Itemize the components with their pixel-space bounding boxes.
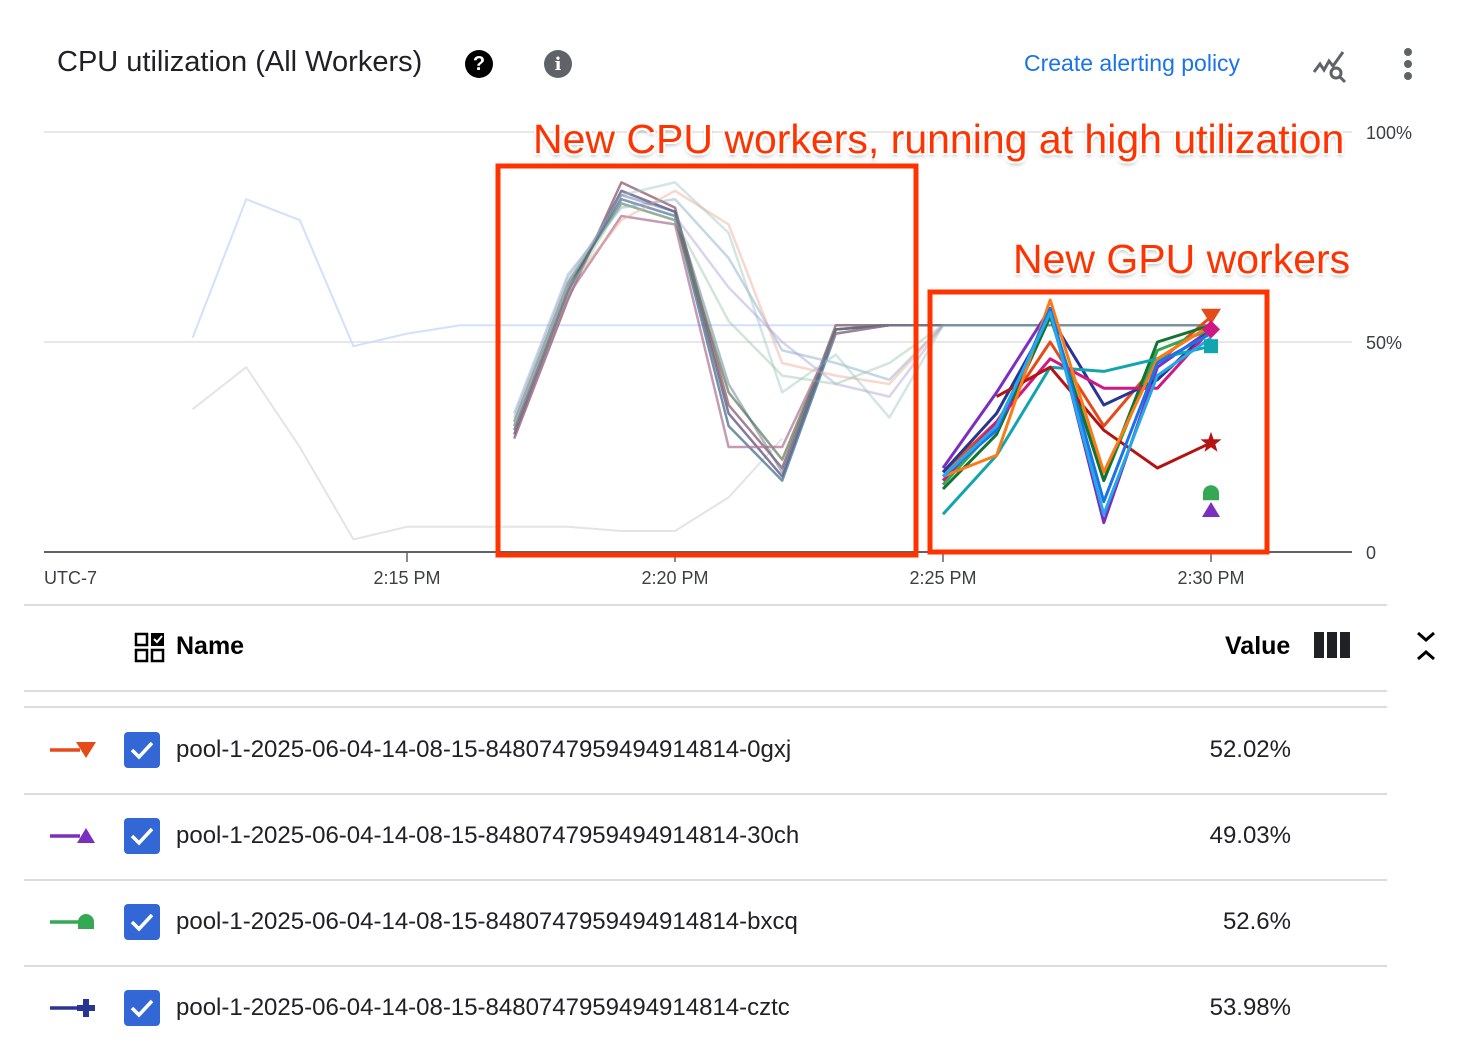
timezone-label: UTC-7 [44,568,97,588]
info-icon[interactable]: i [544,50,572,78]
gpu-worker-series-line[interactable] [941,328,1213,482]
series-name: pool-1-2025-06-04-14-08-15-8480747959494… [176,908,798,935]
row-divider [24,879,1387,881]
series-value: 53.98% [1209,994,1291,1021]
gpu-worker-series-line[interactable] [941,315,1213,474]
square-marker[interactable] [1204,339,1218,354]
collapse-expand-icon[interactable] [1414,630,1438,662]
row-divider [24,793,1387,795]
series-value: 52.6% [1222,908,1291,935]
check-icon [130,913,154,932]
series-swatch-icon [50,914,94,929]
series-value: 49.03% [1209,822,1291,849]
y-tick-label: 100% [1366,123,1412,143]
gpu-worker-series-line[interactable] [942,298,1212,478]
series-checkbox[interactable] [124,990,160,1026]
gpu-worker-series-line[interactable] [941,311,1212,516]
check-icon [130,827,154,846]
more-vert-icon[interactable] [1398,46,1418,82]
bell-icon[interactable] [78,914,94,929]
x-tick-label: 2:25 PM [909,568,976,588]
explore-chart-icon[interactable] [1310,48,1350,84]
create-alerting-policy-link[interactable]: Create alerting policy [1024,50,1241,76]
series-swatch-icon [50,999,95,1017]
chart-divider [24,604,1387,606]
cpu-worker-series-line[interactable] [513,214,1211,449]
series-name: pool-1-2025-06-04-14-08-15-8480747959494… [176,994,790,1021]
series-checkbox[interactable] [124,732,160,768]
gpu-worker-series-line[interactable] [995,365,1212,470]
series-checkbox[interactable] [124,818,160,854]
name-column-header[interactable]: Name [176,632,245,660]
series-checkbox[interactable] [124,904,160,940]
legend-row[interactable]: pool-1-2025-06-04-14-08-15-8480747959494… [24,879,1387,965]
gpu-worker-series-line[interactable] [942,306,1212,504]
y-tick-label: 0 [1366,543,1376,563]
x-tick-label: 2:30 PM [1177,568,1244,588]
x-tick-label: 2:20 PM [641,568,708,588]
cpu-worker-series-line[interactable] [513,193,1211,474]
series-name: pool-1-2025-06-04-14-08-15-8480747959494… [176,736,792,763]
help-circle-icon[interactable]: ? [465,50,493,78]
plus-icon[interactable] [77,999,95,1017]
triangle-up-marker[interactable] [1202,502,1220,517]
background-series-line[interactable] [191,198,943,348]
background-series-line[interactable] [191,366,783,541]
check-icon [130,999,154,1018]
legend-row[interactable]: pool-1-2025-06-04-14-08-15-8480747959494… [24,707,1387,793]
row-divider [24,965,1387,967]
triangle-up-icon[interactable] [77,828,95,843]
cpu-worker-series-line[interactable] [513,197,1211,414]
annotation-gpu-workers: New GPU workers [1013,236,1351,282]
chart-title: CPU utilization (All Workers) [57,46,423,78]
cpu-worker-series-line[interactable] [513,197,1211,419]
header-divider-2 [24,706,1387,708]
cpu-worker-series-line[interactable] [513,181,1211,423]
y-tick-label: 50% [1366,333,1402,353]
triangle-down-icon[interactable] [76,742,96,758]
series-value: 52.02% [1209,736,1291,763]
annotation-cpu-workers: New CPU workers, running at high utiliza… [533,116,1345,162]
star-marker[interactable] [1200,431,1222,452]
header-divider [24,690,1387,692]
diamond-marker[interactable] [1202,320,1220,339]
cpu-worker-series-line[interactable] [513,189,1211,427]
series-name: pool-1-2025-06-04-14-08-15-8480747959494… [176,822,800,849]
cpu-workers-highlight-box [495,163,919,558]
bell-marker[interactable] [1203,485,1219,501]
check-icon [130,741,154,760]
info-glyph: i [554,53,562,75]
series-swatch-icon [50,828,95,843]
cpu-worker-series-line[interactable] [513,202,1211,427]
legend-row[interactable]: pool-1-2025-06-04-14-08-15-8480747959494… [24,965,1387,1051]
value-column-header[interactable]: Value [1225,632,1291,660]
line-chart: 0 50% 100% UTC-7 2:15 PM 2:20 PM 2:25 PM 2:30 P… [44,123,1412,588]
help-glyph: ? [472,52,486,75]
legend-row[interactable]: pool-1-2025-06-04-14-08-15-8480747959494… [24,793,1387,879]
series-swatch-icon [50,742,96,758]
triangle-down-marker[interactable] [1201,308,1221,325]
column-view-icon[interactable] [1314,632,1350,658]
gpu-workers-highlight-box [927,289,1270,555]
select-columns-icon[interactable] [134,632,166,664]
x-tick-label: 2:15 PM [373,568,440,588]
